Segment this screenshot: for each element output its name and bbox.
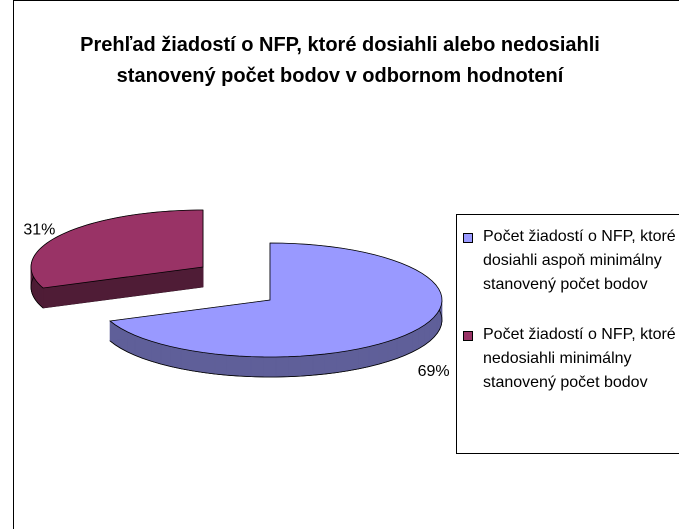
slice-side	[214, 353, 227, 376]
slice-side	[378, 341, 389, 365]
slice-side	[412, 328, 420, 353]
slice-side	[347, 348, 359, 372]
slice-side	[226, 354, 240, 377]
slice-side	[263, 356, 277, 378]
slice-side	[288, 355, 301, 377]
data-label: 31%	[23, 221, 55, 238]
legend-swatch	[463, 233, 473, 243]
slice-side	[250, 356, 264, 378]
slice-side	[180, 348, 193, 372]
pie-slice	[109, 242, 443, 378]
legend: Počet žiadostí o NFP, ktoré dosiahli asp…	[456, 214, 679, 454]
slice-top	[30, 209, 204, 289]
slice-side	[238, 355, 252, 377]
slice-side	[39, 283, 42, 307]
slice-side	[324, 352, 337, 375]
slice-side	[191, 350, 204, 373]
pie-slice	[30, 209, 204, 309]
legend-label: Počet žiadostí o NFP, ktoré dosiahli asp…	[483, 228, 676, 293]
slice-side	[358, 346, 370, 370]
legend-label: Počet žiadostí o NFP, ktoré nedosiahli m…	[483, 326, 676, 391]
slice-side	[142, 338, 152, 362]
slice-side	[404, 331, 413, 356]
slice-side	[312, 353, 325, 376]
slice-side	[134, 334, 144, 359]
chart-title: Prehľad žiadostí o NFP, ktoré dosiahli a…	[80, 34, 600, 87]
data-label: 69%	[418, 363, 450, 380]
slice-side	[275, 356, 289, 378]
slice-side	[387, 338, 398, 362]
slice-side	[300, 354, 314, 377]
slice-side	[170, 346, 182, 370]
slice-side	[151, 340, 162, 365]
slice-side	[396, 334, 406, 359]
legend-swatch	[463, 331, 473, 341]
slice-side	[336, 350, 348, 373]
slice-side	[368, 343, 380, 367]
slice-side	[202, 352, 216, 375]
slice-side	[160, 343, 171, 367]
slice-side	[40, 285, 44, 309]
slice-top	[109, 242, 443, 358]
